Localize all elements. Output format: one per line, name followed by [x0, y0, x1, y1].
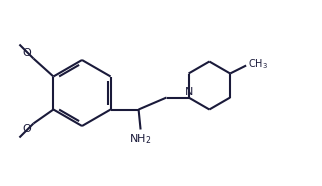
Text: NH$_2$: NH$_2$	[129, 132, 152, 146]
Text: O: O	[23, 124, 32, 134]
Text: O: O	[23, 47, 32, 57]
Text: N: N	[185, 86, 193, 97]
Text: CH$_3$: CH$_3$	[248, 58, 268, 71]
